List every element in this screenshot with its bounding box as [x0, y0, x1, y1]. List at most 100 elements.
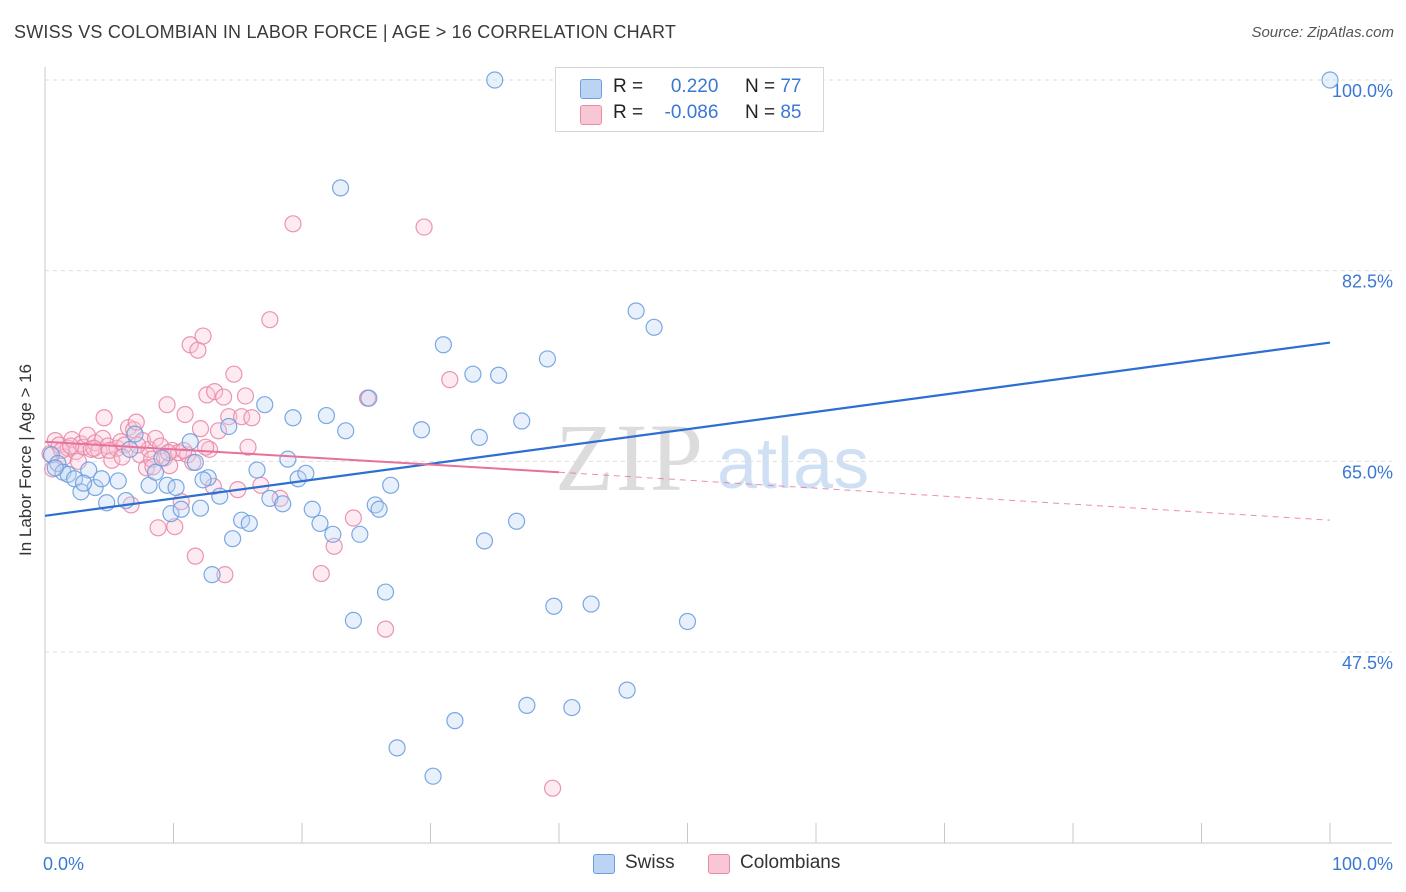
- swiss-r-value: 0.220: [670, 76, 719, 97]
- swiss-point: [490, 366, 508, 384]
- swiss-point: [186, 453, 204, 472]
- colombians-legend-swatch: [708, 854, 730, 874]
- colombians-point: [216, 566, 234, 584]
- swiss-point: [181, 433, 199, 451]
- swiss-point: [475, 532, 494, 550]
- colombians-point: [62, 437, 80, 455]
- swiss-point: [279, 450, 297, 468]
- swiss-n-label: N =: [744, 76, 776, 97]
- swiss-point: [507, 512, 526, 530]
- swiss-point: [645, 318, 663, 336]
- swiss-legend-label: Swiss: [625, 852, 675, 873]
- swiss-point: [412, 421, 431, 439]
- colombians-point: [543, 779, 562, 797]
- swiss-point: [388, 739, 406, 757]
- swiss-point: [121, 440, 139, 458]
- swiss-point: [167, 478, 185, 497]
- swiss-point: [376, 583, 395, 601]
- swiss-point: [256, 396, 274, 414]
- swiss-point: [337, 422, 355, 440]
- colombians-point: [312, 564, 330, 583]
- swiss-swatch: [580, 79, 602, 99]
- y-tick-label: 65.0%: [1342, 462, 1393, 482]
- swiss-point: [203, 566, 221, 584]
- swiss-point: [191, 499, 210, 517]
- colombians-point: [344, 509, 362, 527]
- x-tick-label: 100.0%: [1332, 854, 1393, 874]
- swiss-point: [92, 470, 111, 488]
- swiss-point: [303, 500, 321, 518]
- swiss-point: [370, 500, 388, 518]
- swiss-point: [261, 489, 279, 507]
- swiss-point: [627, 302, 645, 320]
- swiss-point: [344, 611, 362, 630]
- trend-lines: [44, 341, 1331, 521]
- swiss-n-value: 77: [780, 76, 802, 97]
- y-tick-label: 100.0%: [1332, 81, 1393, 101]
- colombians-point: [85, 439, 103, 457]
- swiss-point: [545, 597, 563, 615]
- colombians-legend-label: Colombians: [740, 852, 841, 873]
- swiss-point: [563, 698, 581, 717]
- colombians-point: [376, 620, 395, 638]
- swiss-point: [470, 428, 488, 446]
- swiss-point: [464, 365, 482, 383]
- swiss-point: [146, 463, 165, 481]
- swiss-point: [618, 681, 636, 699]
- watermark-atlas: atlas: [717, 424, 869, 504]
- colombians-point: [206, 383, 224, 401]
- swiss-point: [153, 449, 171, 467]
- colombians-trend-extension: [558, 471, 1331, 521]
- colombians-point: [236, 387, 255, 405]
- colombians-point: [197, 438, 215, 456]
- colombians-point: [261, 311, 279, 329]
- swiss-point: [284, 409, 302, 427]
- colombians-point: [194, 327, 212, 345]
- swiss-point: [538, 350, 557, 368]
- swiss-point: [224, 530, 242, 548]
- swiss-point: [311, 514, 329, 533]
- chart-title: SWISS VS COLOMBIAN IN LABOR FORCE | AGE …: [14, 22, 677, 42]
- colombians-point: [204, 477, 222, 495]
- x-tick-labels: 0.0% 100.0%: [43, 854, 1393, 874]
- swiss-r-label: R =: [613, 76, 644, 97]
- y-axis-label: In Labor Force | Age > 16: [16, 363, 35, 557]
- swiss-legend-swatch: [593, 854, 615, 874]
- colombians-point: [215, 388, 233, 406]
- colombians-r-label: R =: [613, 102, 644, 123]
- gridlines: [45, 79, 1392, 653]
- swiss-point: [360, 389, 378, 407]
- swiss-point: [46, 459, 64, 477]
- swiss-point: [42, 446, 61, 464]
- y-tick-label: 47.5%: [1342, 653, 1393, 673]
- swiss-trend-line: [44, 341, 1331, 517]
- colombians-point: [441, 371, 459, 389]
- swiss-point: [434, 336, 452, 354]
- swiss-points: [42, 71, 1339, 785]
- x-tick-label: 0.0%: [43, 854, 84, 874]
- colombians-point: [191, 420, 210, 438]
- swiss-point: [582, 595, 600, 613]
- swiss-point: [382, 476, 400, 494]
- colombians-point: [158, 396, 176, 414]
- swiss-point: [324, 525, 342, 543]
- swiss-point: [80, 461, 98, 479]
- swiss-point: [513, 412, 531, 430]
- swiss-point: [274, 495, 292, 513]
- colombians-n-label: N =: [744, 102, 776, 123]
- colombians-point: [243, 409, 261, 427]
- swiss-point: [248, 461, 266, 479]
- swiss-point: [486, 71, 504, 89]
- watermark-zip: ZIP: [555, 404, 705, 511]
- colombians-point: [220, 408, 238, 426]
- colombians-point: [95, 409, 113, 427]
- swiss-point: [162, 505, 180, 523]
- colombians-r-value: -0.086: [664, 102, 719, 123]
- y-tick-labels: 47.5% 65.0% 82.5% 100.0%: [1332, 81, 1393, 673]
- swiss-point: [109, 472, 127, 490]
- swiss-point: [194, 471, 212, 489]
- watermark: ZIP atlas: [555, 404, 869, 511]
- swiss-point: [317, 406, 336, 425]
- swiss-point: [126, 425, 144, 443]
